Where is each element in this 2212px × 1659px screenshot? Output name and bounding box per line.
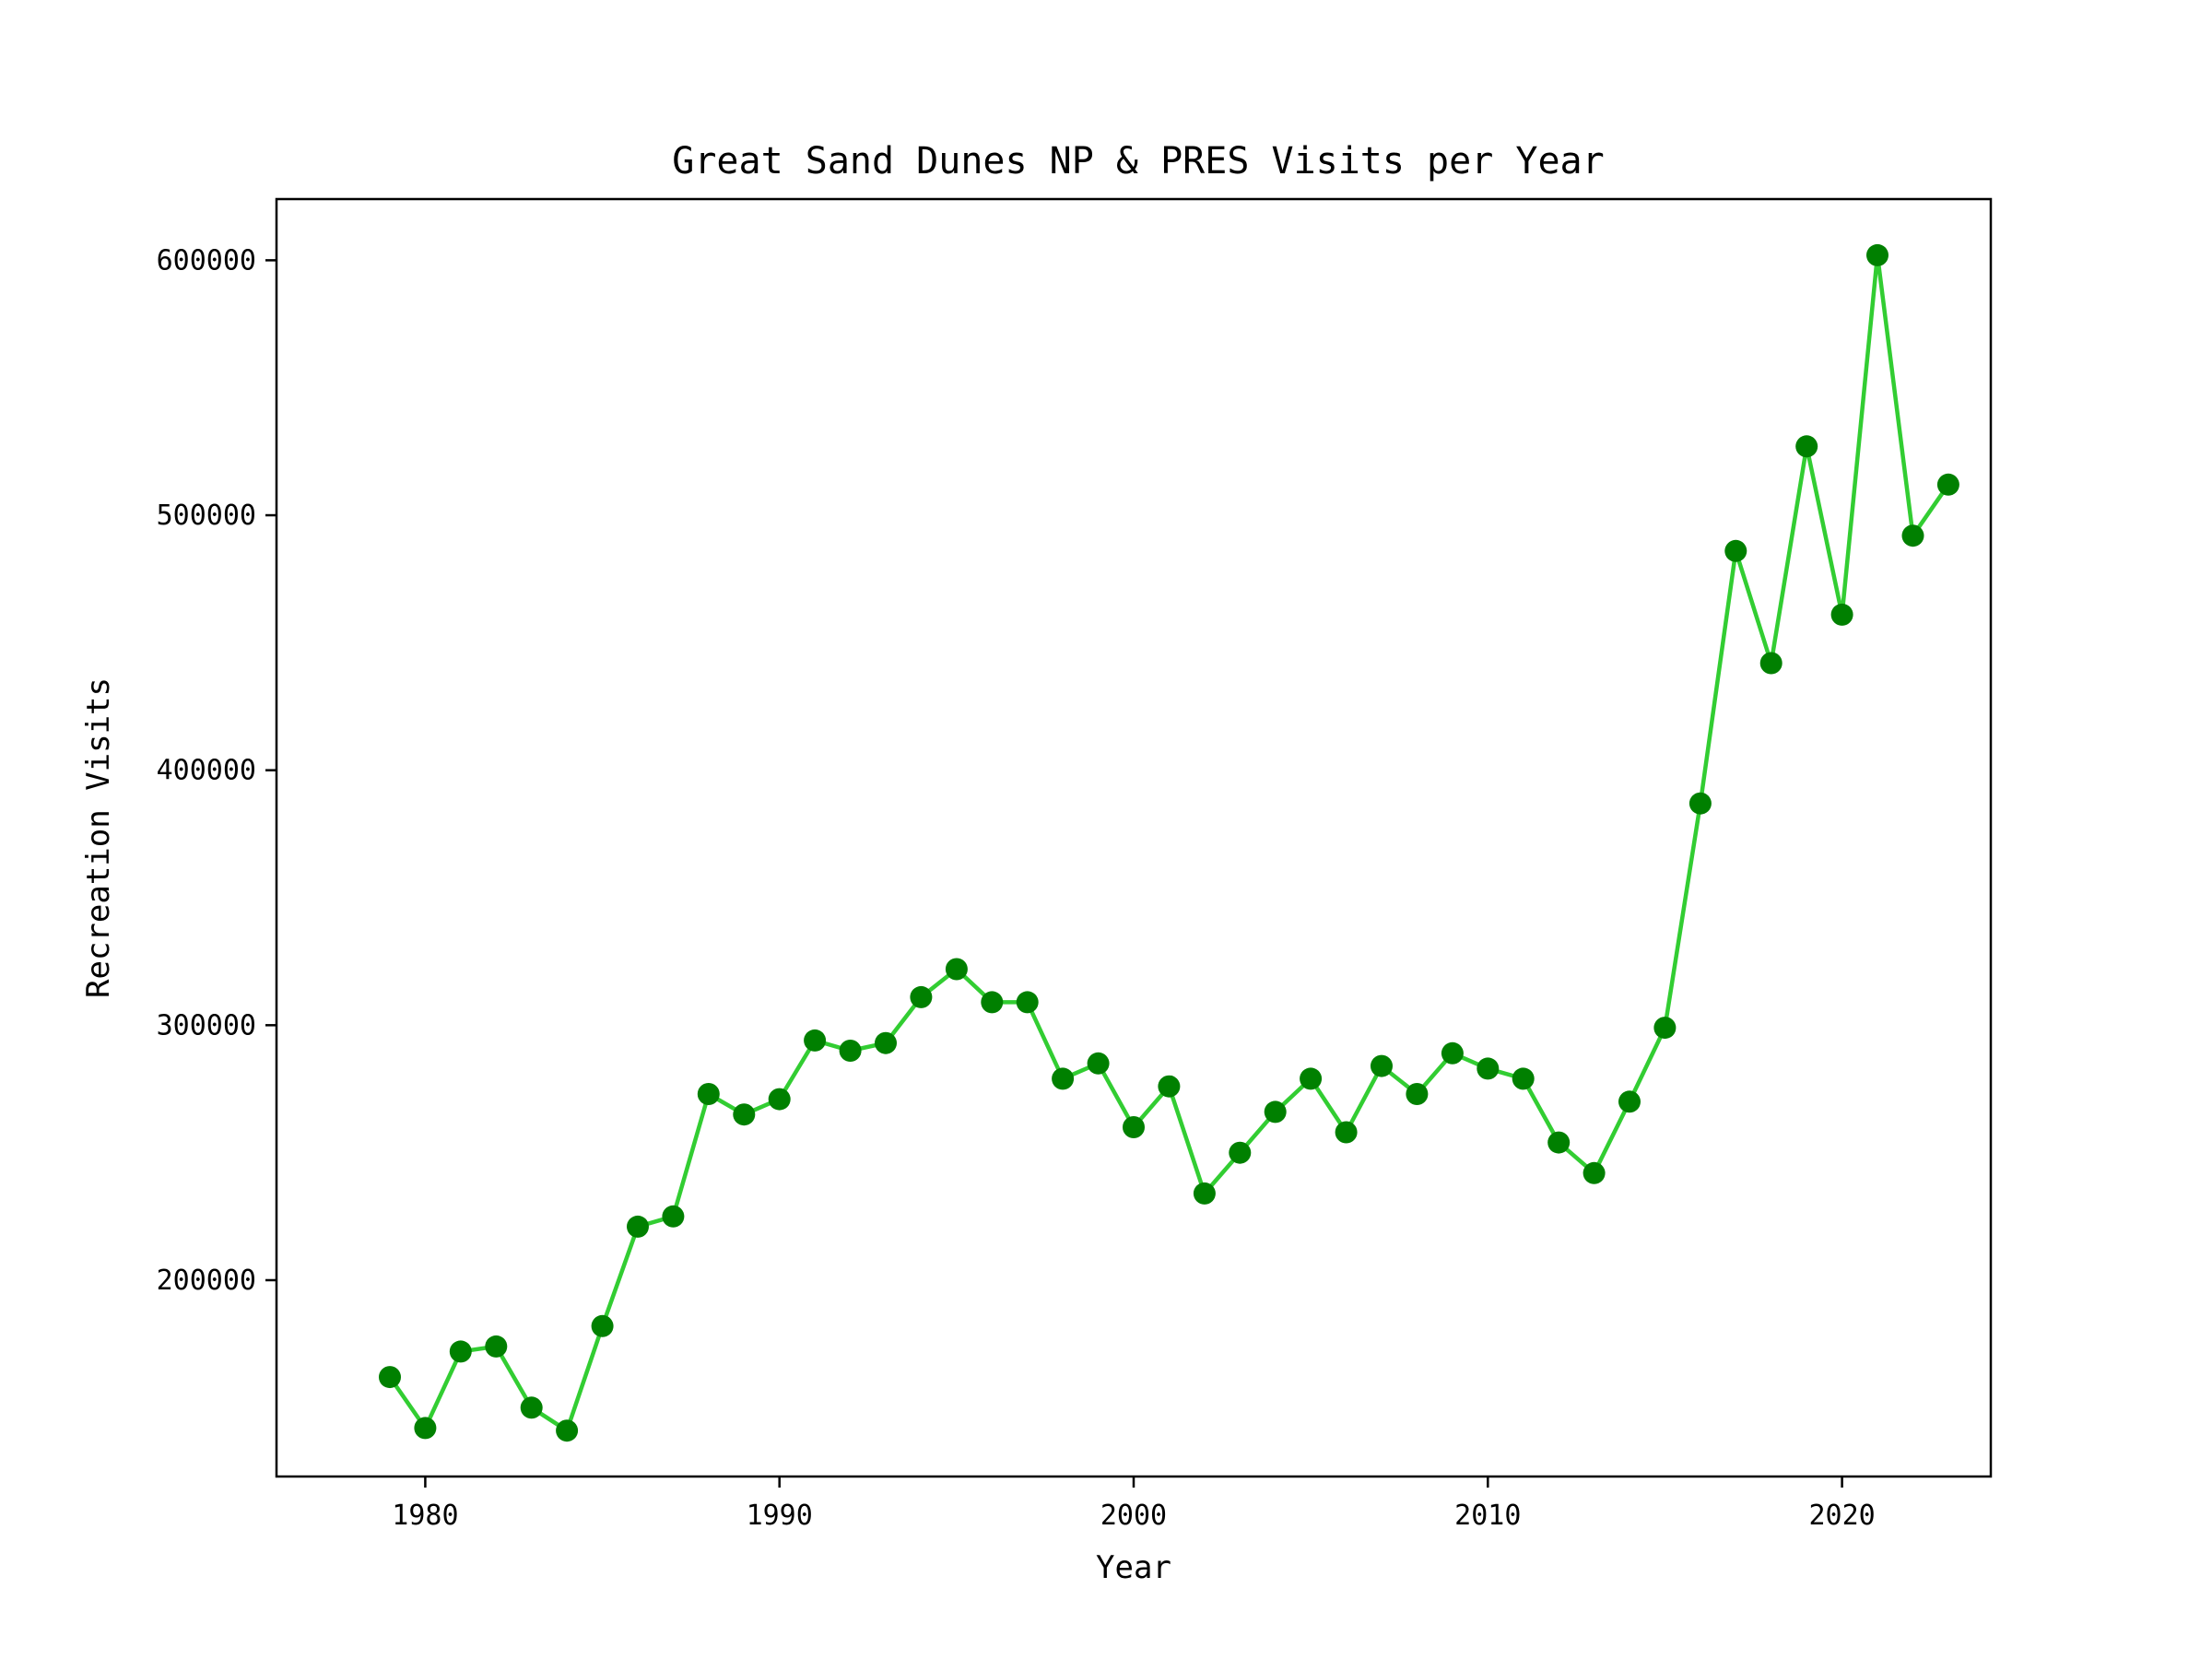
data-point [1229,1141,1252,1164]
data-point [1901,524,1924,547]
data-point [556,1419,579,1442]
data-point [1936,473,1959,496]
x-tick-label: 1980 [392,1500,458,1532]
data-point [804,1029,827,1052]
data-point [485,1335,508,1358]
data-point [1724,539,1747,562]
data-point [945,958,968,981]
data-point [768,1088,791,1111]
x-tick-label: 2020 [1808,1500,1875,1532]
y-tick-label: 300000 [157,1009,256,1041]
data-point [910,985,933,1008]
data-point [662,1205,685,1228]
data-point [1547,1131,1571,1154]
data-point [449,1340,472,1363]
data-point [1335,1121,1358,1144]
y-tick-label: 200000 [157,1265,256,1297]
data-point [414,1417,437,1440]
x-tick-label: 2010 [1454,1500,1521,1532]
data-point [1052,1067,1075,1090]
data-point [839,1040,862,1062]
data-point [1477,1057,1500,1080]
data-point [1406,1083,1429,1105]
data-point [1653,1017,1677,1040]
plot-frame [275,197,1993,1478]
data-point [1193,1182,1216,1205]
data-point [981,991,1004,1014]
data-point [591,1314,614,1337]
chart-title: Great Sand Dunes NP & PRES Visits per Ye… [672,140,1604,182]
data-point [1371,1054,1393,1077]
data-point [875,1031,897,1054]
data-point [627,1215,649,1238]
y-tick-label: 400000 [157,755,256,787]
data-point [1512,1067,1535,1090]
y-axis: 200000 300000 400000 500000 600000 [157,244,276,1297]
data-point [1618,1090,1641,1113]
data-point [520,1396,543,1419]
y-tick-label: 500000 [157,500,256,532]
data-point [1441,1041,1464,1065]
data-point [697,1083,720,1105]
y-tick-label: 600000 [157,244,256,276]
data-point [1300,1067,1323,1090]
plot-area [379,243,1959,1442]
data-point [1795,435,1818,458]
data-point [1583,1161,1606,1184]
data-point [1830,603,1853,626]
data-point [1688,792,1712,815]
x-axis: 1980 1990 2000 2010 2020 [392,1477,1876,1532]
data-point [1866,243,1888,266]
data-point [379,1366,401,1389]
x-tick-label: 2000 [1100,1500,1167,1532]
y-axis-label: Recreation Visits [80,677,117,998]
data-point [1158,1075,1181,1098]
data-point [733,1103,756,1126]
series-line [388,253,1950,1433]
x-tick-label: 1990 [747,1500,813,1532]
data-point [1087,1052,1110,1075]
data-point [1016,991,1039,1014]
data-point [1759,652,1783,675]
data-point [1123,1116,1145,1138]
data-point [1264,1100,1287,1124]
x-axis-label: Year [1096,1549,1171,1586]
